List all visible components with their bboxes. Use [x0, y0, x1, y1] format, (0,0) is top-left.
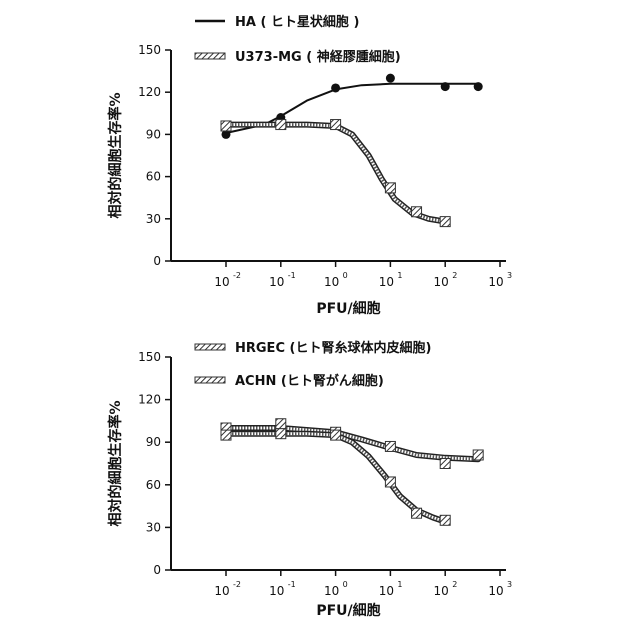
- x-tick-exponent: -1: [288, 271, 296, 280]
- series-0-point: [474, 82, 483, 91]
- series-0-point: [441, 82, 450, 91]
- legend-label: HA ( ヒト星状細胞 ): [235, 14, 359, 30]
- x-axis-title: PFU/細胞: [316, 300, 380, 317]
- y-tick-label: 30: [146, 520, 161, 534]
- x-tick-exponent: 2: [452, 271, 457, 280]
- x-tick-exponent: 0: [343, 271, 348, 280]
- series-1-point: [276, 429, 286, 439]
- legend-label: ACHN (ヒト腎がん細胞): [235, 373, 384, 389]
- x-tick-exponent: 3: [507, 580, 512, 589]
- y-tick-label: 120: [138, 393, 161, 407]
- x-tick-label: 10: [434, 275, 449, 289]
- y-tick-label: 90: [146, 127, 161, 141]
- x-tick-exponent: -2: [233, 271, 241, 280]
- series-0-point: [276, 419, 286, 429]
- x-tick-exponent: -1: [288, 580, 296, 589]
- series-1-point: [440, 515, 450, 525]
- x-tick-label: 10: [324, 584, 339, 598]
- y-tick-label: 150: [138, 43, 161, 57]
- x-tick-exponent: 1: [397, 580, 402, 589]
- series-1-point: [412, 508, 422, 518]
- series-1-point: [412, 207, 422, 217]
- x-tick-label: 10: [214, 584, 229, 598]
- x-tick-exponent: 1: [397, 271, 402, 280]
- legend-swatch: [195, 377, 225, 383]
- series-1-point: [276, 120, 286, 130]
- x-tick-label: 10: [379, 584, 394, 598]
- y-axis-title: 相対的細胞生存率%: [107, 92, 124, 218]
- x-tick-label: 10: [324, 275, 339, 289]
- x-tick-label: 10: [488, 584, 503, 598]
- series-0-point: [386, 74, 395, 83]
- y-tick-label: 60: [146, 478, 161, 492]
- y-tick-label: 0: [153, 563, 161, 577]
- series-1-point: [221, 430, 231, 440]
- series-1-point: [331, 430, 341, 440]
- legend-label: HRGEC (ヒト腎糸球体内皮細胞): [235, 340, 431, 356]
- x-tick-label: 10: [214, 275, 229, 289]
- x-tick-label: 10: [269, 584, 284, 598]
- chart-panel-bottom: 030609012015010-210-1100101102103PFU/細胞相…: [107, 340, 512, 619]
- x-tick-label: 10: [379, 275, 394, 289]
- x-tick-label: 10: [434, 584, 449, 598]
- chart-panel-top: 030609012015010-210-1100101102103PFU/細胞相…: [107, 14, 512, 317]
- series-1-point: [440, 217, 450, 227]
- legend-swatch: [195, 53, 225, 59]
- x-tick-exponent: 3: [507, 271, 512, 280]
- series-1-point: [331, 120, 341, 130]
- y-tick-label: 30: [146, 212, 161, 226]
- series-1-point: [385, 477, 395, 487]
- x-axis-title: PFU/細胞: [316, 602, 380, 619]
- series-0-point: [385, 441, 395, 451]
- series-1-point: [385, 183, 395, 193]
- series-0-point: [331, 83, 340, 92]
- x-tick-exponent: 0: [343, 580, 348, 589]
- series-1-point: [221, 121, 231, 131]
- y-tick-label: 60: [146, 170, 161, 184]
- x-tick-label: 10: [488, 275, 503, 289]
- y-tick-label: 120: [138, 85, 161, 99]
- legend-label: U373-MG ( 神経膠腫細胞): [235, 49, 401, 65]
- series-0-point: [473, 450, 483, 460]
- legend-swatch: [195, 344, 225, 350]
- x-tick-exponent: -2: [233, 580, 241, 589]
- y-tick-label: 150: [138, 350, 161, 364]
- x-tick-exponent: 2: [452, 580, 457, 589]
- y-tick-label: 90: [146, 435, 161, 449]
- series-0-point: [440, 459, 450, 469]
- x-tick-label: 10: [269, 275, 284, 289]
- y-tick-label: 0: [153, 254, 161, 268]
- y-axis-title: 相対的細胞生存率%: [107, 400, 124, 526]
